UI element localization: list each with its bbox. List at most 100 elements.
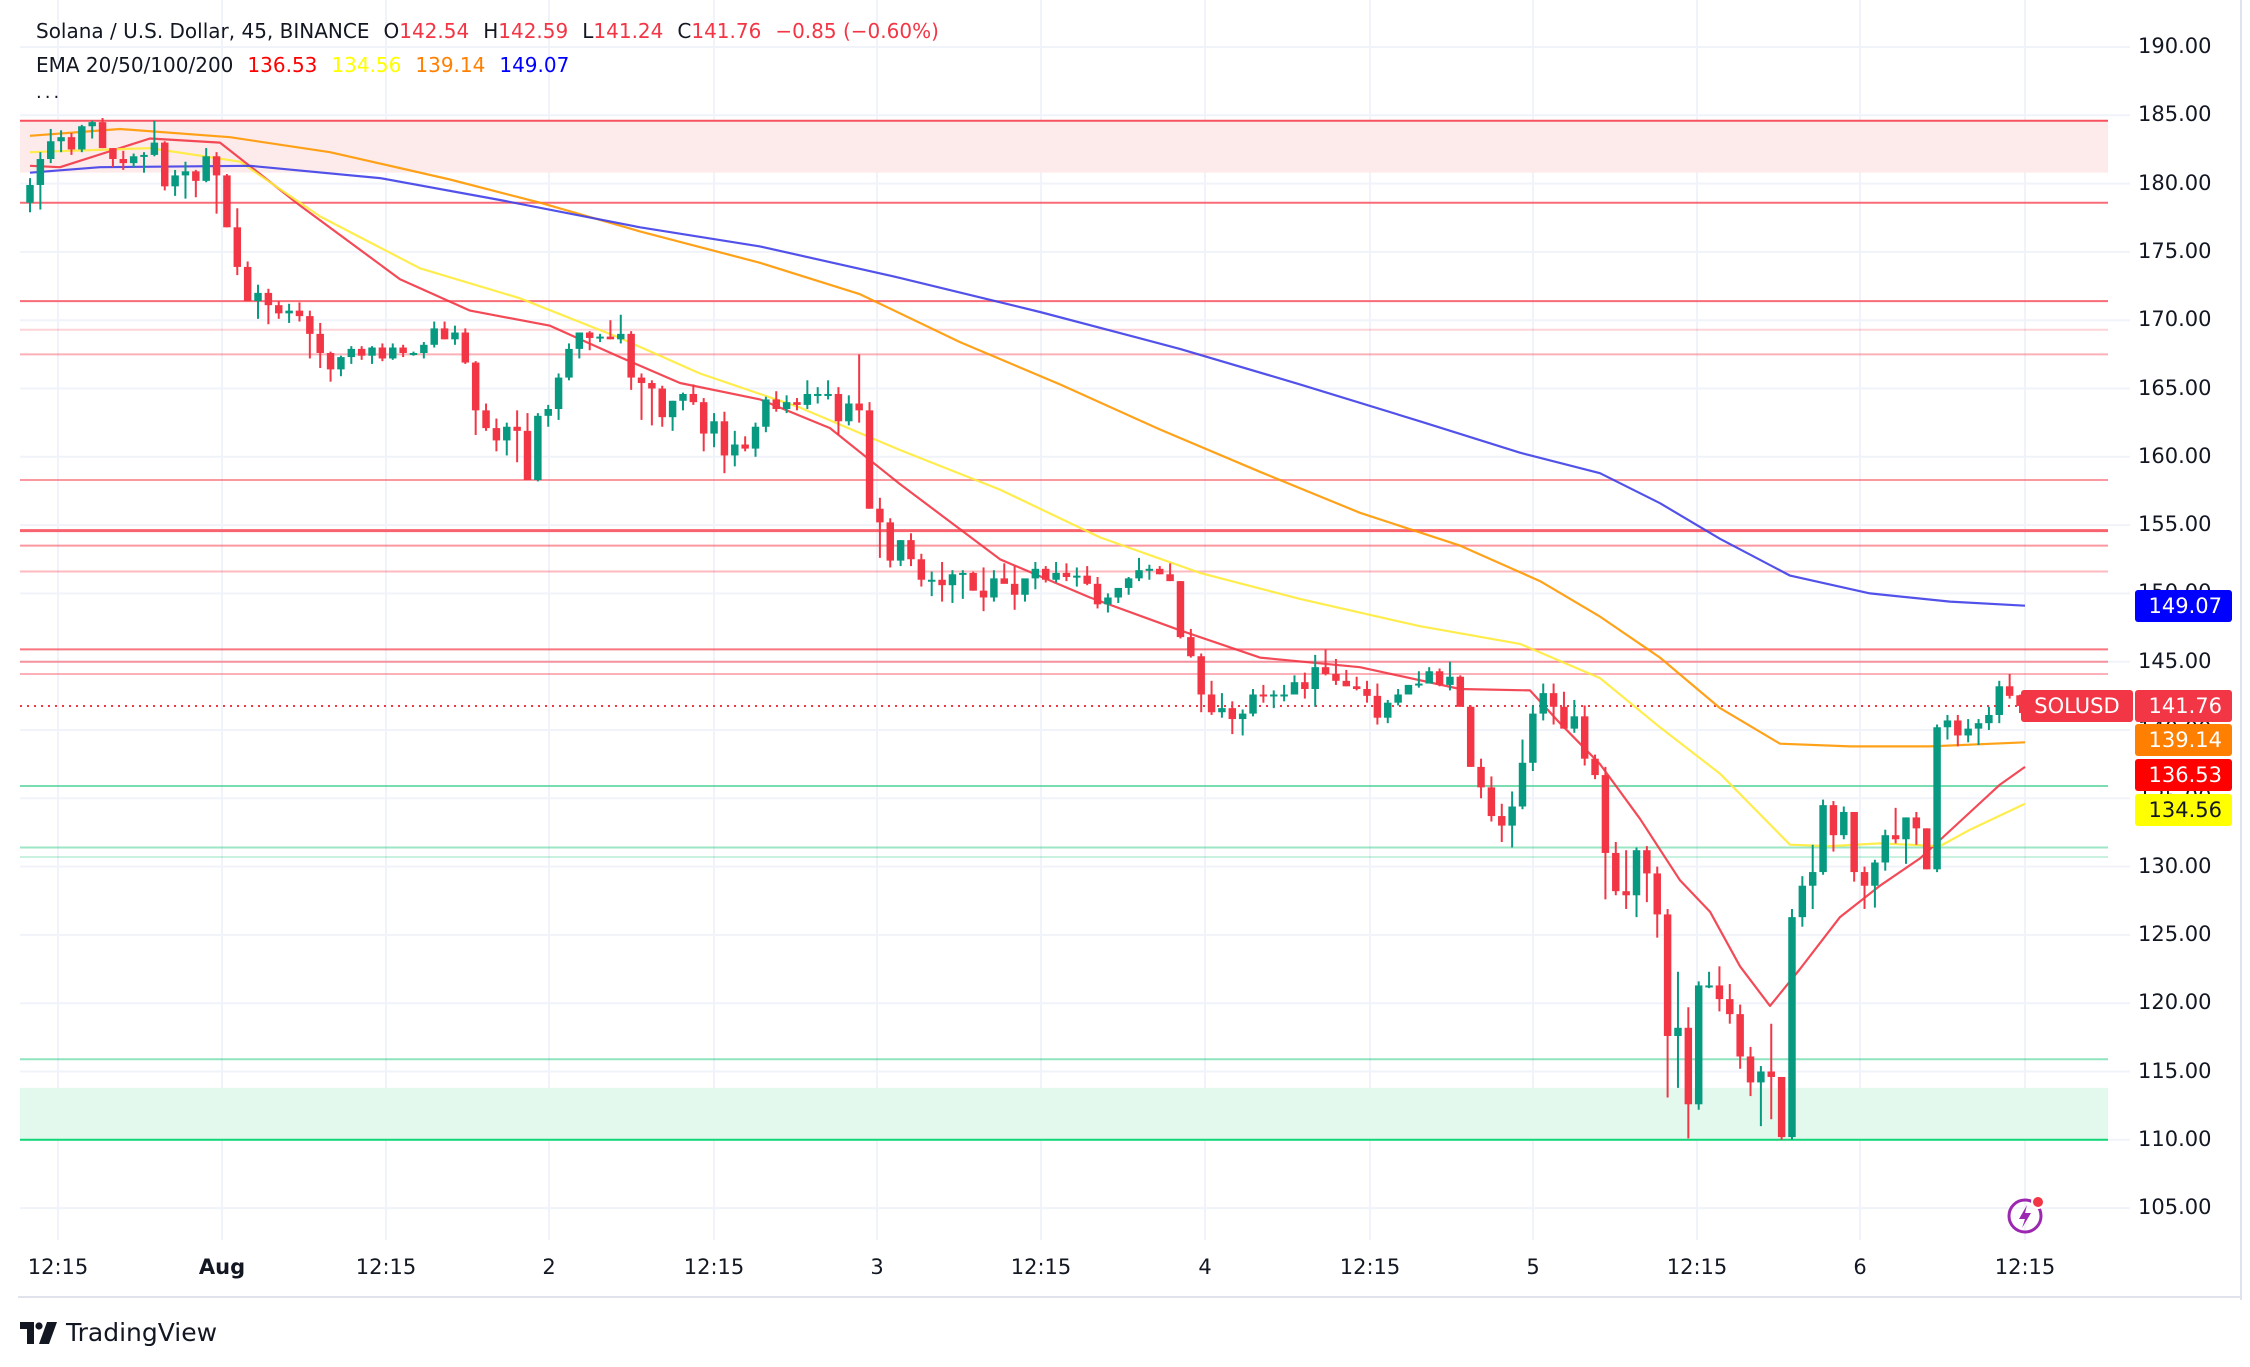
candle-body <box>793 402 801 405</box>
ema20-line <box>29 137 2026 1008</box>
candle-body <box>1104 597 1112 605</box>
candle-body <box>1301 682 1309 690</box>
candle-body <box>1073 575 1081 578</box>
tradingview-logo[interactable]: TradingView <box>20 1318 217 1347</box>
ema-indicator-name[interactable]: EMA 20/50/100/200 <box>36 53 234 77</box>
time-axis-label: 12:15 <box>1339 1255 1401 1279</box>
candle-body <box>1798 885 1807 918</box>
candle-body <box>1767 1071 1775 1077</box>
candle-body <box>1207 694 1216 713</box>
candle-body <box>1228 708 1237 720</box>
candle-body <box>1829 805 1838 836</box>
candle-body <box>855 403 863 411</box>
candle-body <box>1456 676 1465 707</box>
candle-body <box>399 347 407 353</box>
candle-body <box>1808 872 1817 886</box>
candle-body <box>1332 673 1340 681</box>
candle-body <box>1964 728 1972 736</box>
candle-body <box>824 393 832 396</box>
candle-body <box>617 333 625 340</box>
candle-body <box>1363 689 1371 696</box>
candle-body <box>803 393 812 405</box>
candle-body <box>782 402 791 409</box>
price-axis-label: 185.00 <box>2138 102 2212 127</box>
candle-body <box>1549 693 1558 707</box>
candle-body <box>751 426 760 449</box>
candle-body <box>78 126 86 150</box>
candle-body <box>264 292 273 306</box>
candle-body <box>57 137 65 142</box>
candle-body <box>1415 683 1423 686</box>
high-value: 142.59 <box>498 19 569 43</box>
candle-body <box>513 426 521 431</box>
candle-body <box>1384 702 1392 718</box>
candle-body <box>1881 835 1889 863</box>
time-axis-label: 12:15 <box>355 1255 417 1279</box>
candle-body <box>2016 695 2024 706</box>
ema100-line <box>29 127 2026 748</box>
candle-body <box>1643 850 1651 874</box>
candle-body <box>658 388 666 418</box>
candle-body <box>813 393 822 396</box>
candle-body <box>347 348 356 358</box>
lightning-alert-icon[interactable] <box>2005 1192 2049 1236</box>
candle-body <box>326 352 335 370</box>
candle-body <box>1425 671 1433 684</box>
candle-body <box>1902 817 1910 840</box>
candle-body <box>845 403 853 422</box>
candle-body <box>1394 694 1402 703</box>
symbol-title[interactable]: Solana / U.S. Dollar, 45, BINANCE <box>36 19 370 43</box>
price-tag-last: 141.76 <box>2135 689 2232 722</box>
candle-body <box>1943 720 1952 728</box>
candle-body <box>1477 766 1485 788</box>
candle-body <box>762 399 770 427</box>
candle-body <box>1601 775 1610 853</box>
price-axis-label: 190.00 <box>2138 34 2212 58</box>
candle-body <box>243 266 252 302</box>
candle-body <box>461 332 470 363</box>
time-axis-label: 12:15 <box>1010 1255 1072 1279</box>
candle-body <box>1498 816 1506 826</box>
candle-body <box>254 292 262 302</box>
candle-body <box>275 305 283 314</box>
candle-body <box>1663 914 1672 1036</box>
candle-body <box>731 444 739 456</box>
candle-body <box>1974 723 1983 729</box>
price-axis-label: 115.00 <box>2138 1058 2212 1083</box>
more-indicators-row[interactable]: ... <box>36 82 939 104</box>
candle-body <box>46 141 55 160</box>
ema-row[interactable]: EMA 20/50/100/200 136.53 134.56 139.14 1… <box>36 48 939 82</box>
time-axis-label: 4 <box>1198 1255 1212 1279</box>
candle-body <box>316 333 324 353</box>
time-axis-label: 6 <box>1853 1255 1867 1279</box>
time-axis-label: 12:15 <box>1994 1255 2056 1279</box>
candle-body <box>1166 574 1174 582</box>
candle-body <box>368 347 376 356</box>
candle-body <box>492 428 501 441</box>
price-tag-ema100: 139.14 <box>2135 723 2232 756</box>
ema50-line <box>29 147 2026 848</box>
candle-body <box>523 430 532 481</box>
candle-body <box>181 171 190 176</box>
candle-body <box>171 175 179 187</box>
price-axis-label: 180.00 <box>2138 170 2212 195</box>
price-axis-label: 125.00 <box>2138 921 2212 946</box>
candle-body <box>1290 682 1299 695</box>
more-indicators-button[interactable]: ... <box>36 82 63 103</box>
candle-body <box>1850 811 1858 873</box>
ema50-value: 134.56 <box>331 53 402 77</box>
candle-body <box>606 336 615 340</box>
candle-body <box>1912 817 1921 829</box>
candle-body <box>1985 714 1993 724</box>
candle-body <box>990 578 998 598</box>
candle-body <box>1632 850 1641 896</box>
candle-body <box>927 579 936 582</box>
candle-body <box>295 310 304 317</box>
candle-body <box>1446 676 1454 685</box>
time-axis-label: Aug <box>198 1255 246 1279</box>
price-tag-ema20: 136.53 <box>2135 758 2232 791</box>
candle-body <box>1684 1027 1693 1105</box>
time-axis-label: 12:15 <box>683 1255 745 1279</box>
